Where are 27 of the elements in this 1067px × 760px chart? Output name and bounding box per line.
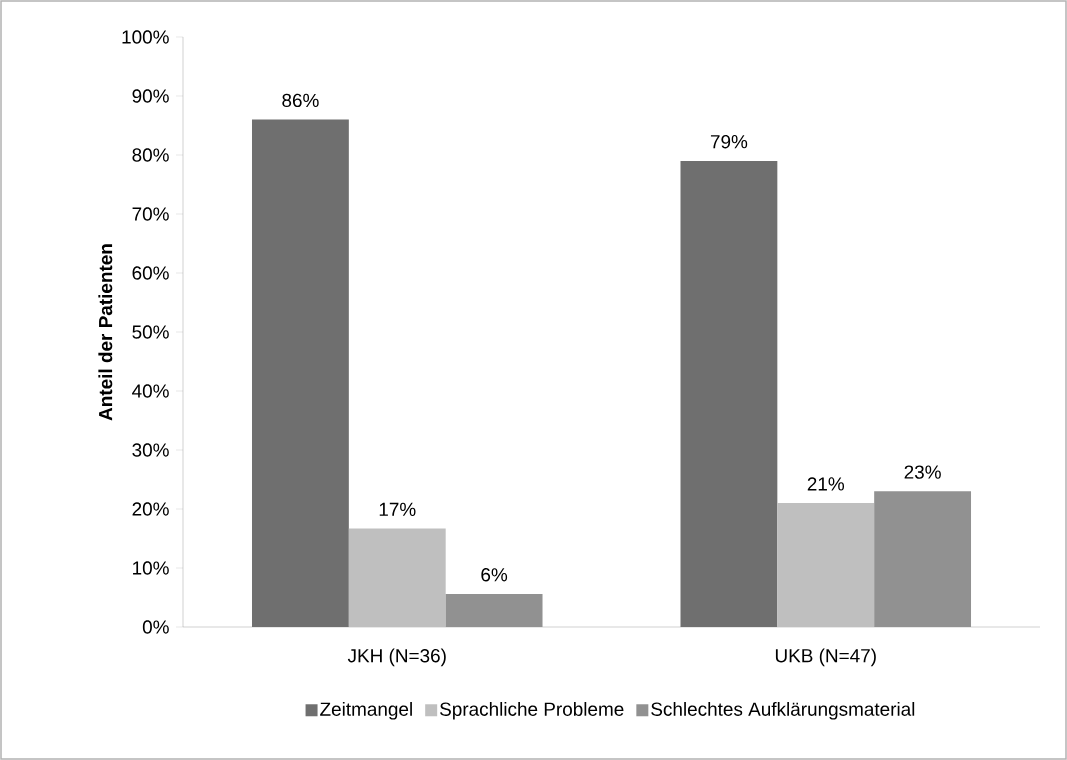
data-label: 17%	[379, 502, 416, 516]
legend-label: Schlechtes Aufklärungsmaterial	[651, 701, 915, 720]
data-label: 86%	[282, 93, 319, 108]
bar	[252, 119, 349, 627]
y-tick-label: 90%	[132, 89, 169, 103]
bar	[680, 160, 778, 627]
y-tick-label: 100%	[122, 30, 169, 44]
y-tick-label: 80%	[132, 148, 169, 162]
x-tick-label: UKB (N=47)	[775, 648, 876, 667]
y-tick-label: 10%	[133, 561, 169, 575]
y-tick-label: 70%	[132, 207, 169, 221]
y-tick-label: 20%	[132, 502, 169, 516]
legend-label: Zeitmangel	[320, 701, 412, 720]
y-axis-title: Anteil der Patienten	[98, 244, 113, 421]
y-tick-label: 60%	[132, 266, 169, 280]
y-tick-label: 30%	[132, 443, 169, 457]
y-tick-label: 0%	[142, 620, 169, 634]
data-label: 21%	[807, 477, 845, 491]
data-label: 6%	[481, 568, 508, 582]
data-label: 79%	[710, 134, 748, 149]
bar	[777, 503, 875, 627]
y-tick-label: 40%	[132, 384, 169, 398]
bar	[348, 528, 446, 627]
data-label: 23%	[904, 465, 941, 479]
legend-label: Sprachliche Probleme	[440, 701, 624, 720]
y-tick-label: 50%	[132, 325, 169, 339]
x-tick-label: JKH (N=36)	[347, 648, 446, 667]
